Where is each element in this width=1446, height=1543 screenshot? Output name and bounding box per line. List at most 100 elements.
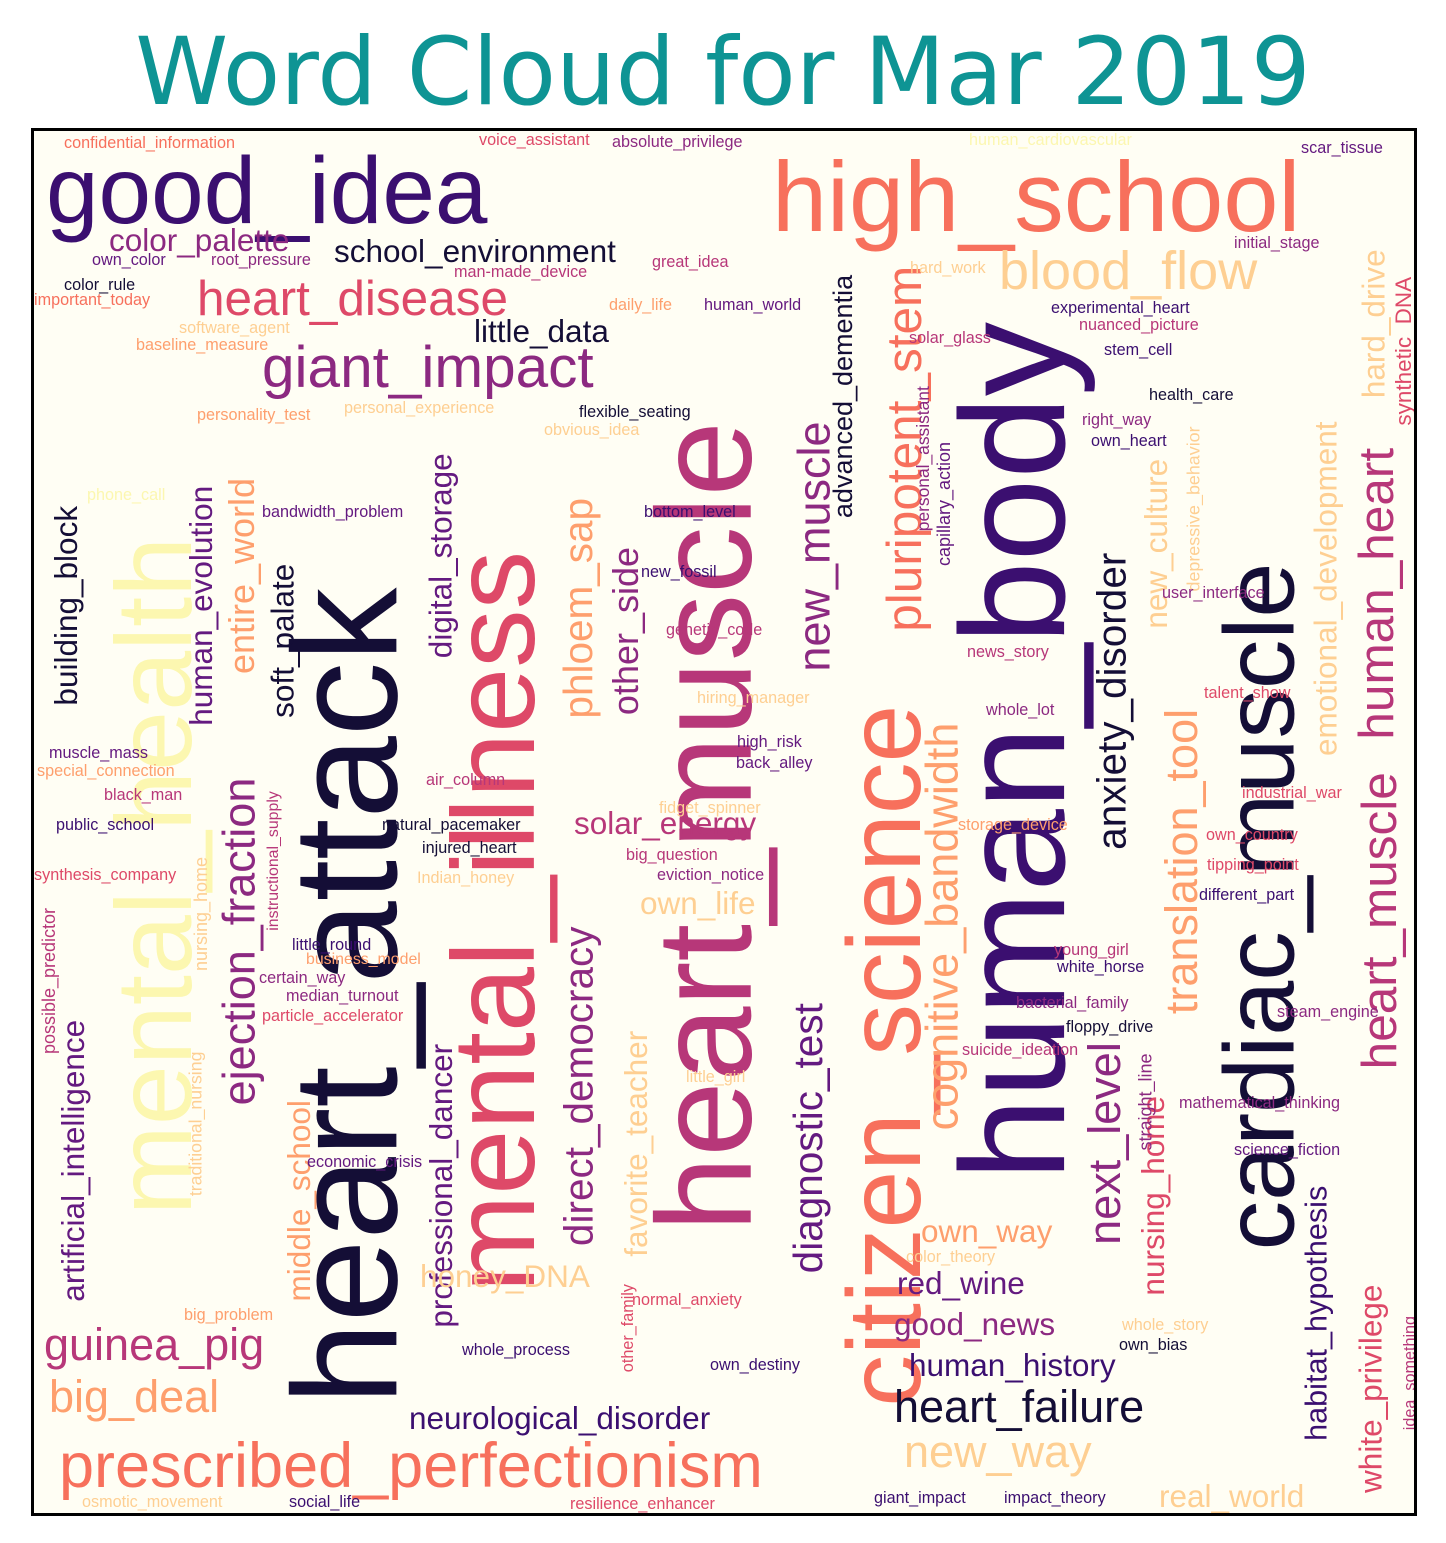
word-synthesis-company: synthesis_company (34, 865, 177, 884)
word-special-connection: special_connection (37, 761, 175, 780)
word-good-news: good_news (894, 1305, 1056, 1342)
word-right-way: right_way (1082, 410, 1152, 429)
word-hard-drive: hard_drive (1355, 249, 1392, 398)
word-whole-lot: whole_lot (986, 700, 1055, 719)
word-prescribed-perfectionism: prescribed_perfectionism (59, 1430, 763, 1501)
word-heart-failure: heart_failure (894, 1380, 1145, 1432)
word-human-world: human_world (704, 295, 802, 314)
word-floppy-drive: floppy_drive (1066, 1017, 1154, 1036)
word-human-evolution: human_evolution (182, 486, 219, 726)
word-indian-honey: Indian_honey (417, 868, 515, 887)
word-important-today: important_today (34, 290, 151, 309)
word-obvious-idea: obvious_idea (544, 420, 640, 439)
word-big-question: big_question (626, 845, 718, 864)
chart-title: Word Cloud for Mar 2019 (135, 18, 1311, 127)
word-big-problem: big_problem (184, 1305, 274, 1324)
word-nursing-home: nursing_home (190, 856, 211, 971)
word-human-cardiovascular: human_cardiovascular (969, 130, 1132, 149)
word-back-alley: back_alley (736, 753, 813, 772)
word-heart-disease: heart_disease (197, 270, 508, 326)
word-blood-flow: blood_flow (999, 241, 1258, 301)
word-bacterial-family: bacterial_family (1016, 993, 1129, 1012)
word-experimental-heart: experimental_heart (1051, 298, 1190, 317)
word-suicide-ideation: suicide_ideation (962, 1040, 1079, 1059)
word-good-idea: good_idea (46, 138, 488, 245)
word-man-made-device: man-made_device (454, 262, 588, 281)
word-direct-democracy: direct_democracy (555, 926, 602, 1246)
word-straight-line: straight_line (1136, 1052, 1156, 1151)
word-color-palette: color_palette (109, 221, 290, 258)
word-habitat-hypothesis: habitat_hypothesis (1299, 1185, 1334, 1442)
word-digital-storage: digital_storage (422, 453, 459, 659)
word-capillary-action: capillary_action (933, 441, 954, 566)
word-human-history: human_history (909, 1346, 1116, 1383)
word-color-theory: color_theory (906, 1247, 996, 1266)
word-stem-cell: stem_cell (1104, 340, 1173, 359)
word-scar-tissue: scar_tissue (1301, 138, 1383, 157)
word-median-turnout: median_turnout (286, 986, 399, 1005)
word-instructional-supply: instructional_supply (264, 791, 282, 931)
word-initial-stage: initial_stage (1234, 233, 1320, 252)
word-other-side: other_side (605, 546, 646, 716)
word-depressive-behavior: depressive_behavior (1183, 425, 1204, 592)
word-black-man: black_man (104, 785, 183, 804)
word-business-model: business_model (306, 951, 421, 969)
word-phloem-sap: phloem_sap (555, 498, 602, 719)
word-next-level: next_level (1078, 1042, 1130, 1245)
word-mathematical-thinking: mathematical_thinking (1179, 1093, 1341, 1112)
word-resilience-enhancer: resilience_enhancer (570, 1494, 715, 1513)
word-emotional-development: emotional_development (1307, 421, 1344, 756)
word-steam-engine: steam_engine (1277, 1002, 1379, 1021)
word-different-part: different_part (1199, 885, 1295, 904)
word-new-way: new_way (904, 1425, 1092, 1477)
word-news-story: news_story (967, 642, 1049, 661)
word-middle-school: middle_school (280, 1100, 317, 1302)
word-neurological-disorder: neurological_disorder (409, 1399, 711, 1436)
word-solar-energy: solar_energy (574, 804, 757, 841)
word-baseline-measure: baseline_measure (136, 335, 269, 354)
word-diagnostic-test: diagnostic_test (785, 1003, 832, 1274)
word-young-girl: young_girl (1054, 940, 1129, 959)
word-personal-assistant: personal_assistant (912, 385, 933, 532)
word-idea-something: idea_something (1400, 1316, 1417, 1431)
word-muscle-mass: muscle_mass (49, 743, 148, 762)
word-cloud: good_idea high_school heart_muscle cardiac_… (31, 128, 1417, 1516)
word-guinea-pig: guinea_pig (44, 1318, 265, 1370)
word-big-deal: big_deal (49, 1370, 220, 1422)
word-software-agent: software_agent (179, 318, 290, 337)
word-school-environment: school_environment (334, 232, 616, 269)
word-artificial-intelligence: artificial_intelligence (54, 1020, 91, 1302)
word-high-school: high_school (772, 140, 1301, 252)
word-social-life: social_life (289, 1492, 361, 1511)
word-absolute-privilege: absolute_privilege (612, 132, 743, 151)
word-bottom-level: bottom_level (644, 502, 736, 521)
word-own-color: own_color (92, 250, 166, 269)
word-great-idea: great_idea (652, 252, 729, 271)
word-soft-palate: soft_palate (264, 563, 301, 719)
word-heart-muscle: heart_muscle (1351, 772, 1407, 1070)
word-white-privilege: white_privilege (1352, 1284, 1389, 1493)
word-little-round: little_round (292, 935, 372, 954)
word-real-world: real_world (1159, 1477, 1305, 1514)
word-user-interface: user_interface (1162, 583, 1265, 602)
word-root-pressure: root_pressure (211, 250, 311, 269)
word-normal-anxiety: normal_anxiety (632, 1290, 742, 1309)
word-daily-life: daily_life (609, 295, 672, 314)
word-voice-assistant: voice_assistant (479, 130, 590, 149)
word-science-fiction: science_fiction (1234, 1140, 1341, 1159)
word-human-heart: human_heart (1348, 448, 1404, 740)
word-little-data: little_data (474, 312, 609, 349)
word-synthetic-dna: synthetic_DNA (1391, 276, 1417, 426)
word-air-column: air_column (426, 770, 506, 789)
word-white-horse: white_horse (1057, 957, 1145, 976)
word-particle-accelerator: particle_accelerator (262, 1006, 404, 1025)
word-osmotic-movement: osmotic_movement (82, 1492, 223, 1511)
word-flexible-seating: flexible_seating (579, 402, 691, 421)
word-certain-way: certain_way (259, 968, 346, 987)
word-public-school: public_school (56, 815, 155, 834)
word-economic-crisis: economic_crisis (307, 1152, 423, 1171)
word-personality-test: personality_test (197, 405, 311, 424)
word-giant-impact: giant_impact (874, 1488, 966, 1507)
word-high-risk: high_risk (737, 732, 802, 751)
word-health-care: health_care (1149, 385, 1234, 404)
